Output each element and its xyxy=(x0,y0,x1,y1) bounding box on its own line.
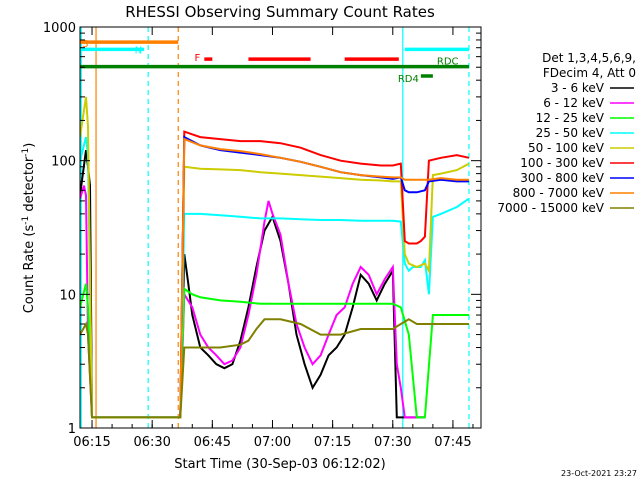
flag-label: F xyxy=(195,53,201,64)
flag-label: RDC xyxy=(437,57,459,68)
x-tick-label: 07:45 xyxy=(434,435,471,450)
x-tick-label: 06:45 xyxy=(194,435,231,450)
legend-label: 100 - 300 keV xyxy=(520,156,604,170)
series-line-8 xyxy=(80,318,469,419)
legend-label: 50 - 100 keV xyxy=(528,141,605,155)
plot-frame xyxy=(79,26,482,429)
chart-title: RHESSI Observing Summary Count Rates xyxy=(125,3,435,21)
series-line-2 xyxy=(80,283,469,419)
y-axis: 1 10 100 1000 xyxy=(43,21,481,437)
x-axis-label: Start Time (30-Sep-03 06:12:02) xyxy=(174,457,385,472)
y-tick-label: 100 xyxy=(51,155,76,170)
legend-label: 300 - 800 keV xyxy=(520,171,604,185)
series-line-5 xyxy=(179,130,470,418)
legend-label: 12 - 25 keV xyxy=(536,111,605,125)
timestamp: 23-Oct-2021 23:27 xyxy=(561,469,637,478)
x-tick-label: 06:15 xyxy=(73,435,110,450)
x-tick-label: 07:00 xyxy=(254,435,291,450)
series-line-4 xyxy=(80,96,470,419)
y-axis-label: Count Rate (s-1 detector-1) xyxy=(21,143,37,314)
flag-bars: S N F RDC RD4 xyxy=(80,39,469,85)
legend-label: 7000 - 15000 keV xyxy=(497,201,604,215)
y-tick-label: 1 xyxy=(68,422,76,437)
x-axis: 06:15 06:30 06:45 07:00 07:15 07:30 07:45 xyxy=(73,27,474,450)
y-tick-label: 10 xyxy=(59,288,76,303)
legend-label: 25 - 50 keV xyxy=(536,126,605,140)
x-tick-label: 07:15 xyxy=(314,435,351,450)
flag-label: RD4 xyxy=(398,74,419,85)
legend-label: 3 - 6 keV xyxy=(551,81,605,95)
legend-label: 6 - 12 keV xyxy=(543,96,605,110)
series-line-1 xyxy=(80,185,425,419)
legend: Det 1,3,4,5,6,9,FDecim 4, Att 03 - 6 keV… xyxy=(497,51,636,215)
legend-header: FDecim 4, Att 0 xyxy=(543,66,636,80)
x-tick-label: 07:30 xyxy=(374,435,411,450)
legend-label: 800 - 7000 keV xyxy=(513,186,605,200)
flag-label: S xyxy=(82,39,88,50)
flag-label: N xyxy=(135,45,142,56)
series-line-7 xyxy=(179,137,469,418)
series-group xyxy=(80,96,470,419)
legend-header: Det 1,3,4,5,6,9, xyxy=(542,51,636,65)
x-tick-label: 06:30 xyxy=(133,435,170,450)
y-tick-label: 1000 xyxy=(43,21,76,36)
